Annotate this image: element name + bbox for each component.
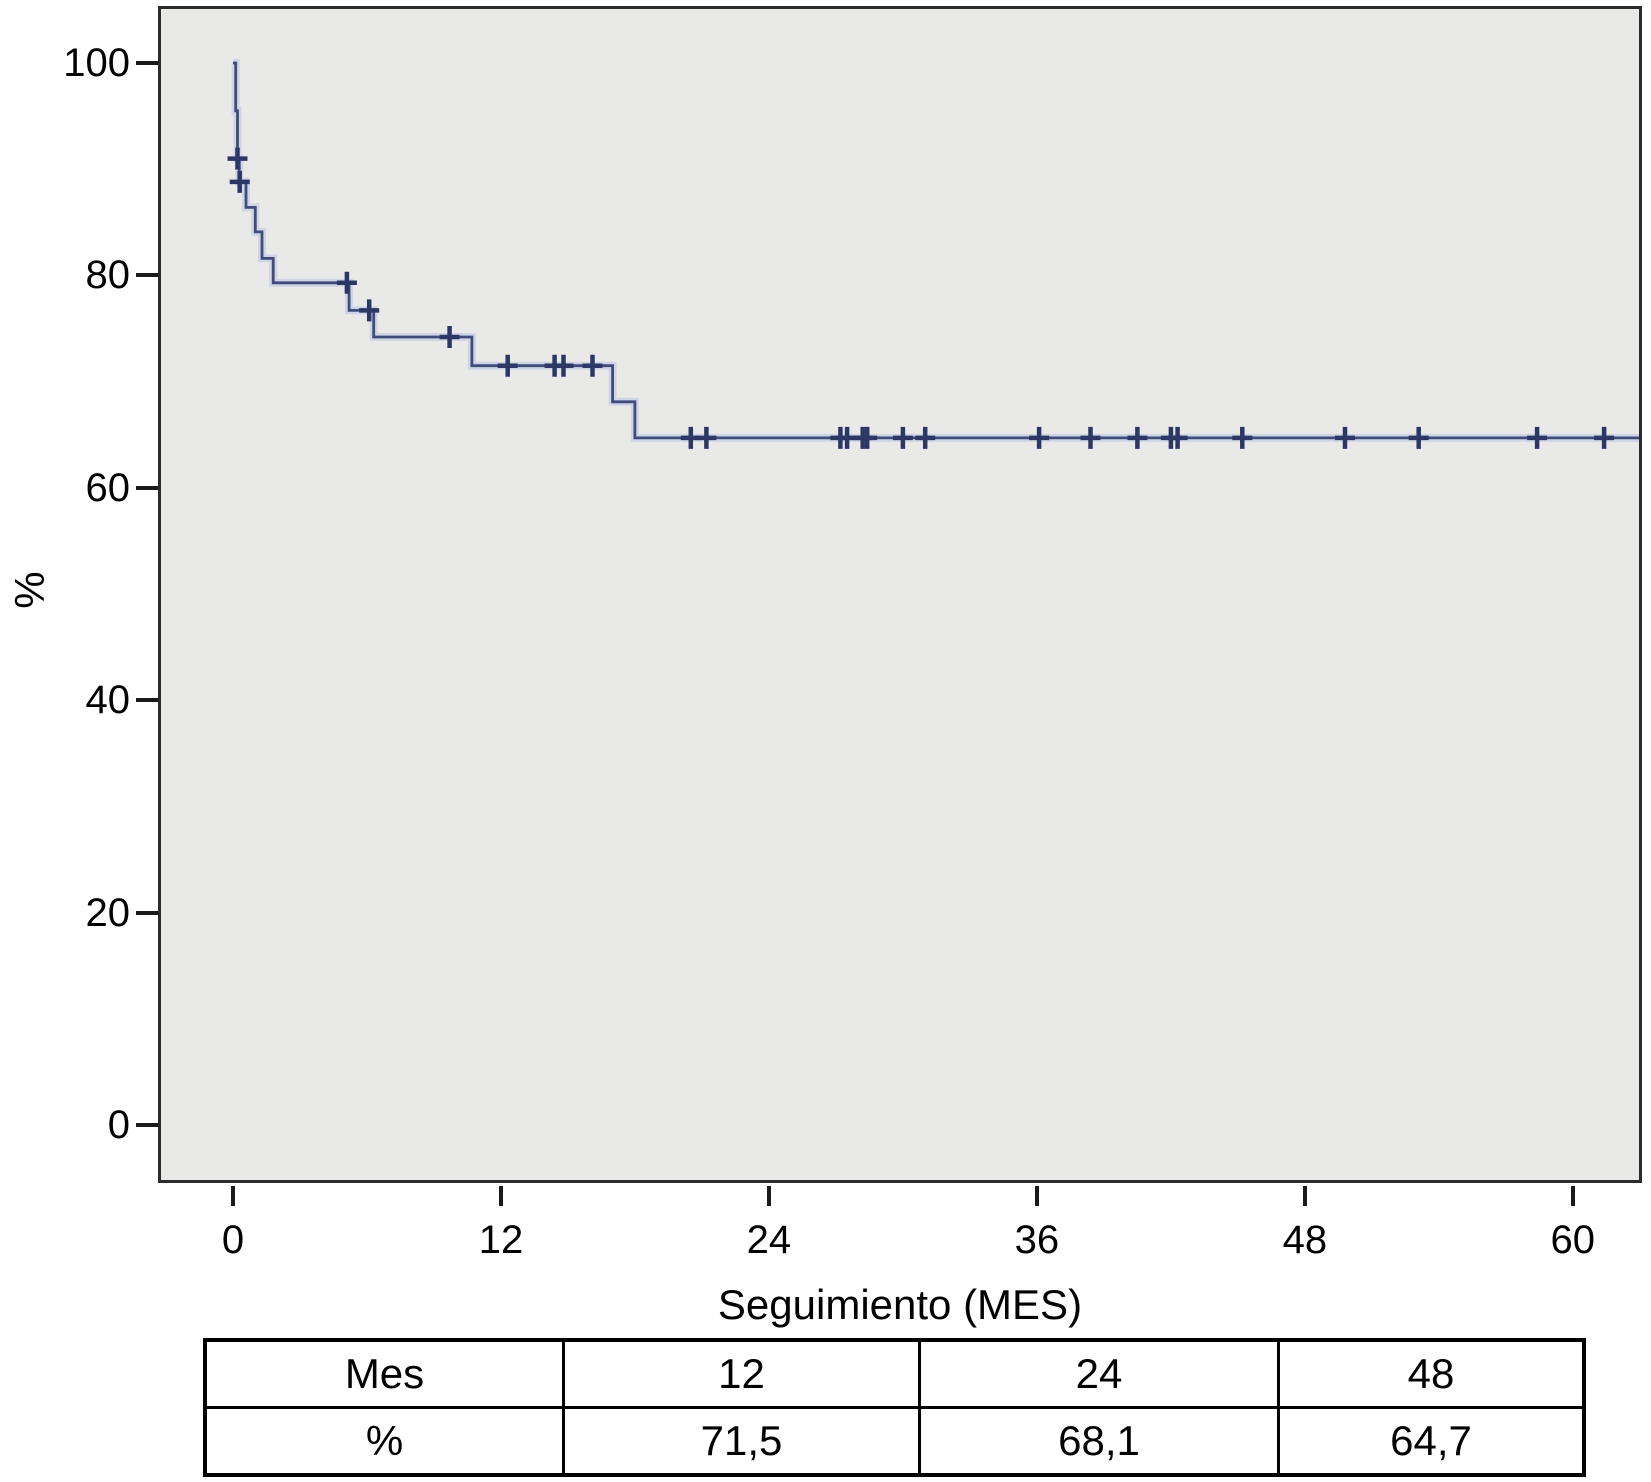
table-cell-percent-48: 64,7	[1277, 1406, 1586, 1477]
censor-mark	[359, 299, 380, 322]
x-axis-tick	[231, 1186, 235, 1206]
y-axis-tick	[136, 485, 158, 490]
table-header-percent: %	[203, 1406, 565, 1477]
censor-mark	[336, 271, 357, 294]
x-axis-tick	[1302, 1186, 1307, 1206]
y-axis-tick	[136, 273, 158, 278]
y-axis-tick-label: 20	[85, 890, 131, 935]
table-cell-mes-12: 12	[562, 1338, 921, 1409]
x-axis-tick	[766, 1186, 771, 1206]
plot-area	[158, 6, 1642, 1183]
y-axis-title: %	[6, 571, 53, 609]
censor-mark	[1408, 426, 1429, 449]
censor-mark	[553, 354, 574, 377]
censor-mark	[1080, 426, 1101, 449]
y-axis-tick	[136, 61, 158, 65]
censor-mark	[1029, 426, 1050, 449]
table-cell-mes-24: 24	[918, 1338, 1280, 1409]
censor-mark	[892, 426, 913, 449]
summary-table: Mes 12 24 48 % 71,5 68,1 64,7	[203, 1338, 1586, 1477]
table-cell-mes-48: 48	[1277, 1338, 1586, 1409]
x-axis-tick-label: 24	[746, 1218, 792, 1262]
censor-mark	[582, 354, 603, 377]
y-axis-tick-label: 0	[107, 1103, 130, 1147]
censor-marks	[227, 147, 1615, 449]
censor-mark	[696, 426, 717, 449]
x-axis-tick-label: 48	[1282, 1218, 1328, 1262]
y-axis-tick	[136, 1123, 158, 1127]
km-curve-svg	[227, 59, 1639, 449]
censor-mark	[227, 147, 248, 170]
x-axis-tick-label: 0	[221, 1218, 245, 1262]
censor-mark	[1167, 426, 1188, 449]
table-cell-percent-24: 68,1	[918, 1406, 1280, 1477]
censor-mark	[229, 170, 250, 193]
table-cell-percent-12: 71,5	[562, 1406, 921, 1477]
censor-mark	[857, 426, 878, 449]
x-axis-tick-label: 12	[478, 1218, 524, 1262]
survival-curve	[233, 61, 1639, 440]
censor-mark	[1527, 426, 1548, 449]
x-axis-tick-label: 60	[1550, 1218, 1596, 1262]
table-header-mes: Mes	[203, 1338, 565, 1409]
censor-mark	[1335, 426, 1355, 449]
table-row-mes: Mes 12 24 48	[203, 1338, 1586, 1409]
censor-mark	[497, 354, 518, 377]
y-axis-tick	[136, 910, 158, 915]
table-row-percent: % 71,5 68,1 64,7	[203, 1406, 1586, 1477]
survival-curve-halo	[231, 59, 1639, 442]
y-axis-tick-label: 40	[85, 678, 131, 723]
y-axis-tick-label: 60	[85, 465, 131, 510]
y-axis-tick-label: 100	[63, 41, 130, 85]
x-axis-title: Seguimiento (MES)	[717, 1281, 1083, 1328]
x-axis-tick	[1034, 1186, 1039, 1206]
censor-mark	[439, 326, 460, 348]
censor-mark	[1594, 426, 1615, 449]
censor-mark	[1127, 426, 1148, 449]
censor-mark	[915, 426, 936, 449]
x-axis-tick	[498, 1186, 503, 1206]
y-axis-tick-label: 80	[85, 253, 131, 298]
censor-mark	[1232, 426, 1253, 449]
x-axis-tick-label: 36	[1014, 1218, 1060, 1262]
x-axis-tick	[1570, 1186, 1575, 1206]
y-axis-tick	[136, 698, 158, 703]
